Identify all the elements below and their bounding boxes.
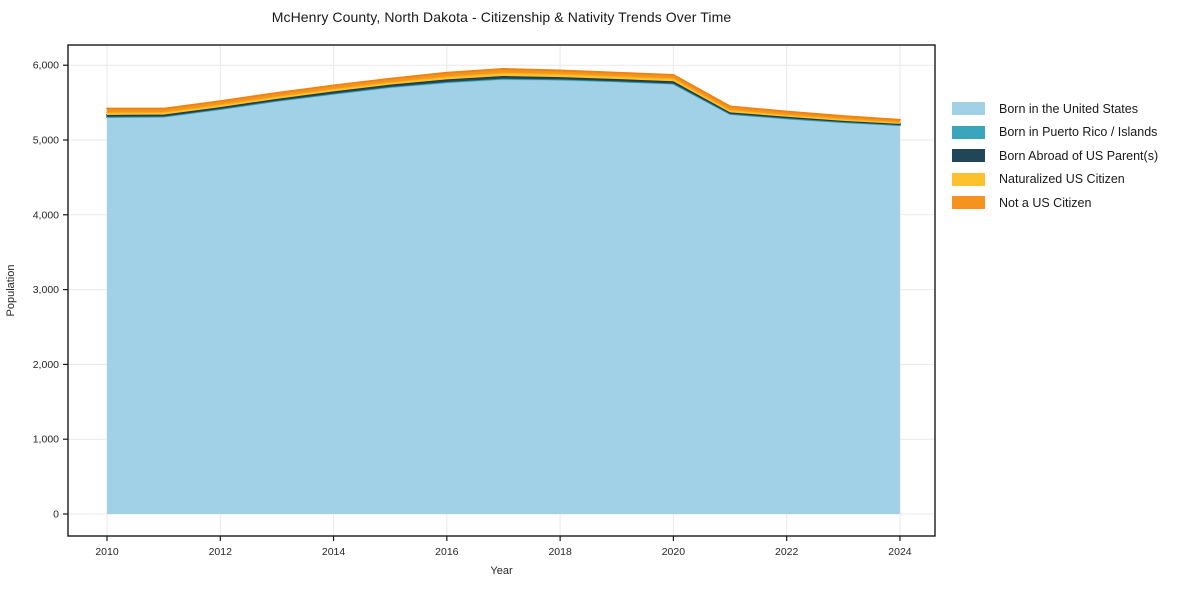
legend-label-born-us: Born in the United States — [999, 101, 1138, 116]
legend-label-born-abroad: Born Abroad of US Parent(s) — [999, 148, 1159, 163]
legend-swatch-puerto-rico — [952, 125, 985, 139]
legend-label-not-citizen: Not a US Citizen — [999, 195, 1092, 210]
chart-title: McHenry County, North Dakota - Citizensh… — [271, 9, 732, 25]
y-tick-label: 6,000 — [33, 60, 59, 72]
x-axis-title: Year — [490, 565, 513, 577]
x-tick-label: 2014 — [322, 546, 346, 558]
x-tick-label: 2024 — [888, 546, 912, 558]
legend-item-naturalized: Naturalized US Citizen — [952, 172, 1158, 186]
x-tick-label: 2010 — [95, 546, 119, 558]
y-tick-label: 1,000 — [33, 434, 59, 446]
x-tick-label: 2016 — [435, 546, 459, 558]
legend-item-born-abroad: Born Abroad of US Parent(s) — [952, 148, 1159, 163]
legend-label-puerto-rico: Born in Puerto Rico / Islands — [999, 125, 1158, 139]
legend-swatch-born-abroad — [952, 149, 985, 162]
x-tick-label: 2020 — [662, 546, 686, 558]
legend-item-born-us: Born in the United States — [952, 101, 1158, 116]
x-tick-label: 2022 — [775, 546, 799, 558]
y-tick-label: 4,000 — [33, 209, 59, 221]
legend-item-puerto-rico: Born in Puerto Rico / Islands — [952, 125, 1158, 139]
legend-swatch-naturalized — [952, 172, 985, 186]
legend-item-not-citizen: Not a US Citizen — [952, 195, 1158, 210]
y-axis-title: Population — [5, 265, 17, 317]
x-tick-label: 2018 — [548, 546, 572, 558]
legend: Born in the United States Born in Puerto… — [952, 102, 1158, 220]
y-tick-label: 0 — [53, 509, 59, 521]
legend-label-naturalized: Naturalized US Citizen — [999, 172, 1125, 186]
y-tick-label: 2,000 — [33, 359, 59, 371]
legend-swatch-not-citizen — [952, 196, 985, 209]
legend-swatch-born-us — [952, 102, 985, 115]
y-tick-label: 3,000 — [33, 284, 59, 296]
y-tick-label: 5,000 — [33, 135, 59, 147]
x-tick-label: 2012 — [209, 546, 233, 558]
